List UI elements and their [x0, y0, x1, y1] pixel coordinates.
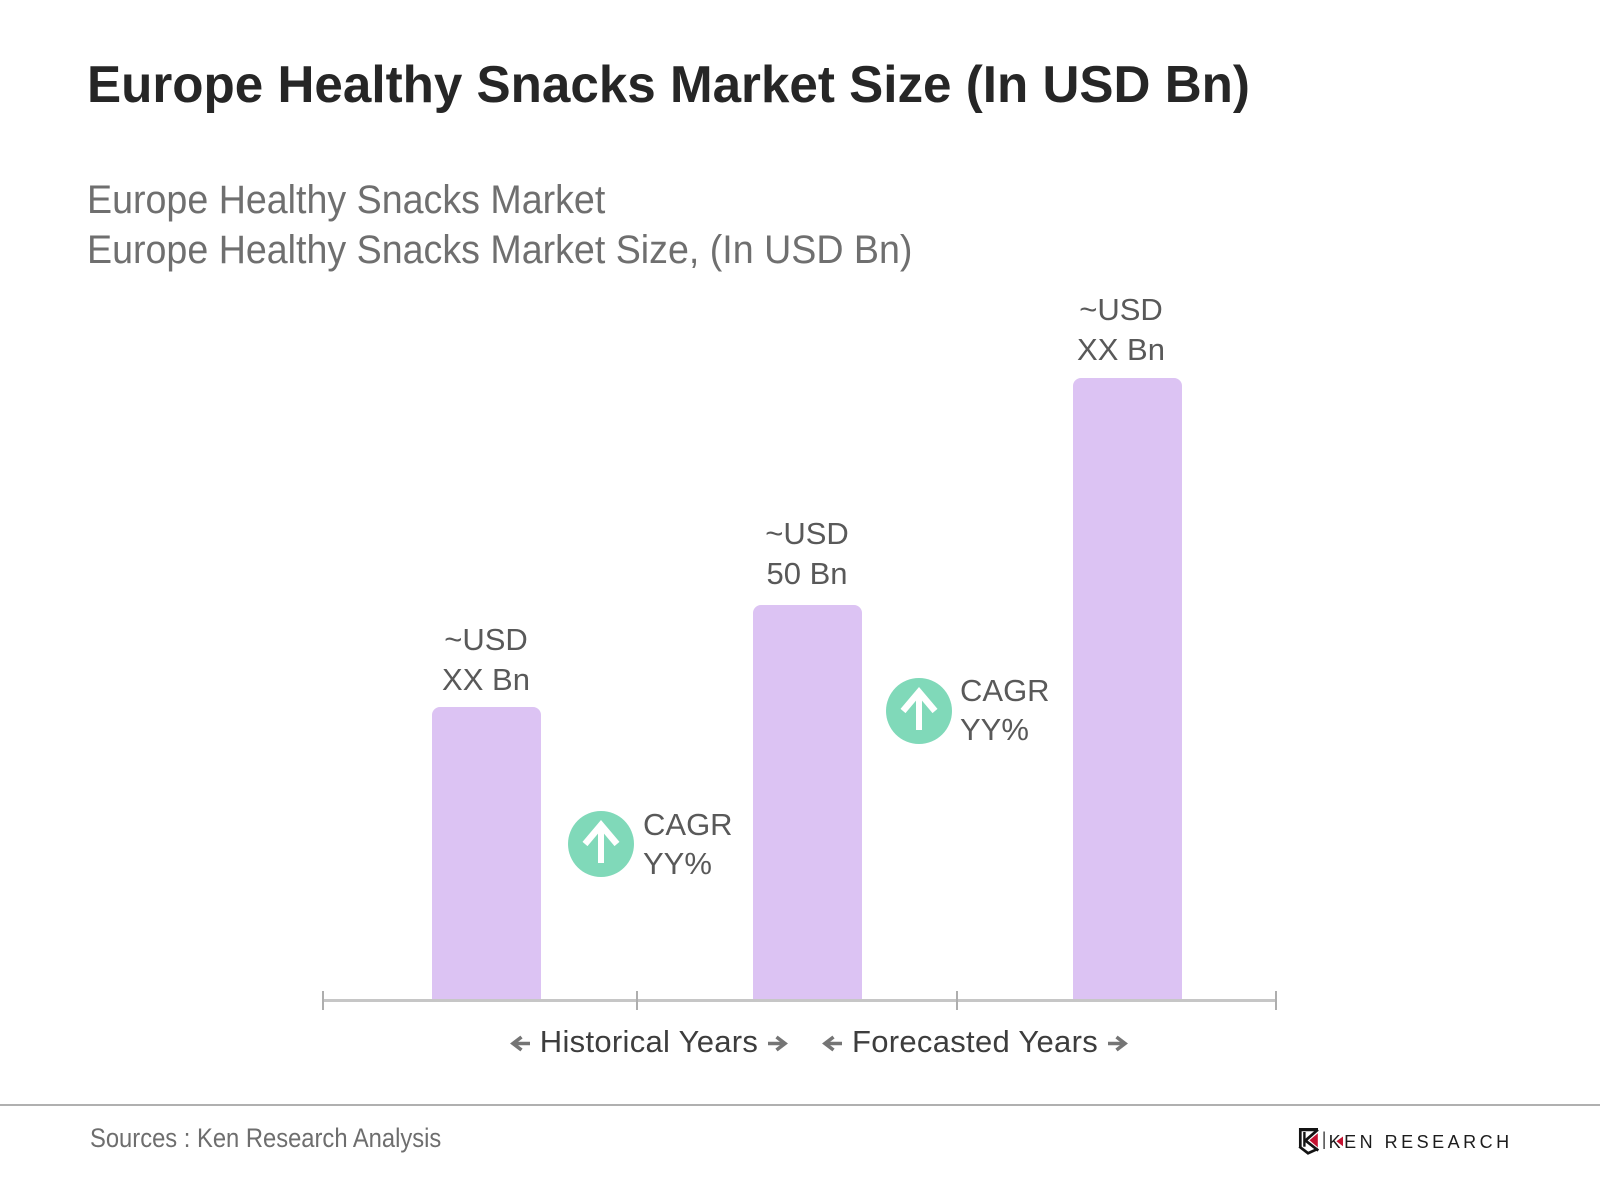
svg-text:KEN RESEARCH: KEN RESEARCH — [1329, 1132, 1512, 1152]
